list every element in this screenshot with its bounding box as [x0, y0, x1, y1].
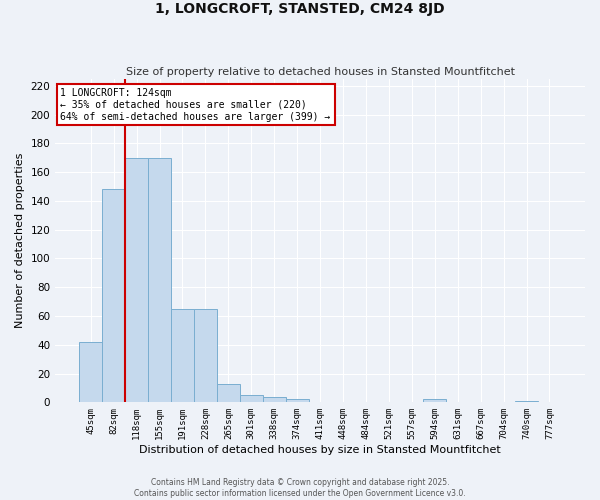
- Bar: [515, 401, 538, 402]
- Bar: [125, 158, 148, 402]
- Bar: [148, 158, 171, 402]
- Y-axis label: Number of detached properties: Number of detached properties: [15, 153, 25, 328]
- X-axis label: Distribution of detached houses by size in Stansted Mountfitchet: Distribution of detached houses by size …: [139, 445, 501, 455]
- Bar: [217, 384, 240, 402]
- Bar: [263, 396, 286, 402]
- Title: Size of property relative to detached houses in Stansted Mountfitchet: Size of property relative to detached ho…: [125, 66, 515, 76]
- Bar: [240, 395, 263, 402]
- Bar: [286, 400, 308, 402]
- Bar: [194, 309, 217, 402]
- Bar: [79, 342, 102, 402]
- Text: 1, LONGCROFT, STANSTED, CM24 8JD: 1, LONGCROFT, STANSTED, CM24 8JD: [155, 2, 445, 16]
- Bar: [102, 190, 125, 402]
- Bar: [423, 400, 446, 402]
- Bar: [171, 309, 194, 402]
- Text: 1 LONGCROFT: 124sqm
← 35% of detached houses are smaller (220)
64% of semi-detac: 1 LONGCROFT: 124sqm ← 35% of detached ho…: [61, 88, 331, 122]
- Text: Contains HM Land Registry data © Crown copyright and database right 2025.
Contai: Contains HM Land Registry data © Crown c…: [134, 478, 466, 498]
